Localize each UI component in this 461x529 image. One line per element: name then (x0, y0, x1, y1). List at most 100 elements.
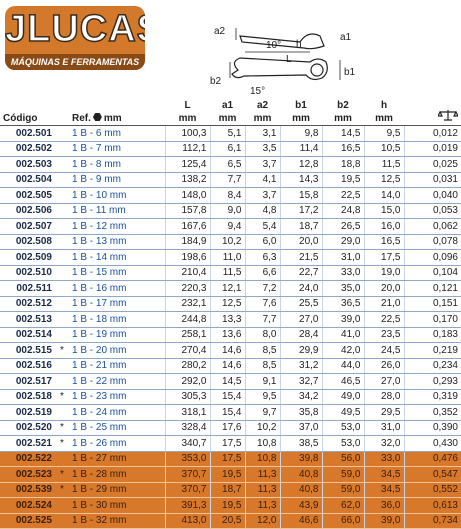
value: 26,5 (321, 218, 364, 235)
ref: 1 B - 28 mm (69, 466, 165, 483)
code: 002.519 (0, 404, 55, 421)
value: 370,7 (164, 466, 210, 483)
diagram-label: b1 (344, 67, 356, 78)
star (55, 358, 69, 374)
value: 0,219 (403, 342, 461, 359)
value: 0,319 (403, 389, 461, 405)
header-unit: mm (375, 113, 393, 124)
value: 0,040 (403, 187, 461, 204)
table-row: 002.501 1 B - 6 mm 100,3 5,1 3,1 9,8 14,5 9,5 0,… (0, 125, 461, 142)
diagram-label: a1 (340, 32, 352, 43)
star (55, 187, 69, 204)
ref: 1 B - 15 mm (69, 265, 165, 281)
header-cell: Ref. mm (69, 95, 165, 126)
value: 12,0 (244, 513, 280, 529)
table-row: 002.519 1 B - 24 mm 318,1 15,4 9,7 35,8 49,5 29… (0, 404, 461, 421)
table-row: 002.512 1 B - 17 mm 232,1 12,5 7,6 25,5 36,5 21… (0, 296, 461, 312)
table-row: 002.513 1 B - 18 mm 244,8 13,3 7,7 27,0 39,0 22… (0, 311, 461, 328)
code: 002.509 (0, 249, 55, 266)
header-label: b1 (295, 100, 307, 111)
ref: 1 B - 29 mm (69, 482, 165, 498)
value: 29,5 (363, 404, 404, 421)
value: 22,5 (321, 187, 364, 204)
header-label: a2 (256, 100, 269, 111)
value: 280,2 (164, 358, 210, 374)
star (55, 311, 69, 328)
diagram-label: L (286, 54, 292, 65)
value: 32,0 (363, 435, 404, 452)
table-row: 002.502 1 B - 7 mm 112,1 6,1 3,5 11,4 16,5 10,5… (0, 141, 461, 157)
diagram: a2 10° h a1 L b2 b1 15° (210, 26, 356, 95)
code: 002.507 (0, 218, 55, 235)
value: 244,8 (164, 311, 210, 328)
value: 0,390 (403, 420, 461, 436)
header-unit: mm (178, 113, 197, 124)
star (55, 172, 69, 188)
star: * (55, 420, 69, 436)
ref: 1 B - 16 mm (69, 280, 165, 297)
diagram-label: 10° (266, 40, 281, 51)
code: 002.513 (0, 311, 55, 328)
hex-icon (92, 113, 102, 121)
value: 6,1 (209, 141, 245, 157)
value: 16,5 (321, 141, 364, 157)
value: 35,8 (279, 404, 322, 421)
code: 002.503 (0, 156, 55, 173)
star: * (55, 342, 69, 359)
star (55, 141, 69, 157)
value: 9,5 (363, 125, 404, 142)
value: 31,0 (321, 249, 364, 266)
ref: 1 B - 9 mm (69, 172, 165, 188)
value: 34,5 (363, 482, 404, 498)
value: 66,0 (321, 513, 364, 529)
code: 002.520 (0, 420, 55, 436)
table-row: 002.516 1 B - 21 mm 280,2 14,6 8,5 31,2 44,0 26… (0, 358, 461, 374)
value: 340,7 (164, 435, 210, 452)
value: 3,7 (244, 156, 280, 173)
value: 270,4 (164, 342, 210, 359)
value: 34,5 (363, 466, 404, 483)
value: 0,025 (403, 156, 461, 173)
value: 21,0 (363, 296, 404, 312)
value: 59,0 (321, 466, 364, 483)
value: 13,6 (209, 327, 245, 343)
value: 0,078 (403, 234, 461, 250)
value: 11,5 (209, 265, 245, 281)
header-cell: a1 mm (210, 95, 245, 126)
value: 22,5 (363, 311, 404, 328)
value: 27,0 (279, 311, 322, 328)
header-cell: h mm (364, 95, 404, 126)
value: 258,1 (164, 327, 210, 343)
ref: 1 B - 20 mm (69, 342, 165, 359)
value: 10,8 (244, 451, 280, 467)
table-row: 002.525 1 B - 32 mm 413,0 20,5 12,0 46,6 66,0 3… (0, 513, 461, 529)
value: 53,0 (321, 435, 364, 452)
star (55, 234, 69, 250)
ref: 1 B - 6 mm (69, 125, 165, 142)
value: 0,096 (403, 249, 461, 266)
code: 002.510 (0, 265, 55, 281)
header-cell (404, 95, 461, 126)
ref: 1 B - 25 mm (69, 420, 165, 436)
table-row: 002.508 1 B - 13 mm 184,9 10,2 6,0 20,0 29,0 16… (0, 234, 461, 250)
code: 002.504 (0, 172, 55, 188)
value: 35,0 (321, 280, 364, 297)
value: 0,352 (403, 404, 461, 421)
value: 17,6 (209, 420, 245, 436)
value: 11,3 (244, 482, 280, 498)
value: 0,031 (403, 172, 461, 188)
value: 17,5 (363, 249, 404, 266)
value: 7,7 (244, 311, 280, 328)
value: 8,0 (244, 327, 280, 343)
value: 25,5 (279, 296, 322, 312)
value: 40,8 (279, 482, 322, 498)
value: 11,5 (363, 156, 404, 173)
value: 9,4 (209, 218, 245, 235)
value: 14,3 (279, 172, 322, 188)
value: 14,5 (209, 373, 245, 390)
value: 328,4 (164, 420, 210, 436)
value: 9,7 (244, 404, 280, 421)
code: 002.515 (0, 342, 55, 359)
logo: JLUCAS MÁQUINAS E FERRAMENTAS (5, 6, 145, 70)
